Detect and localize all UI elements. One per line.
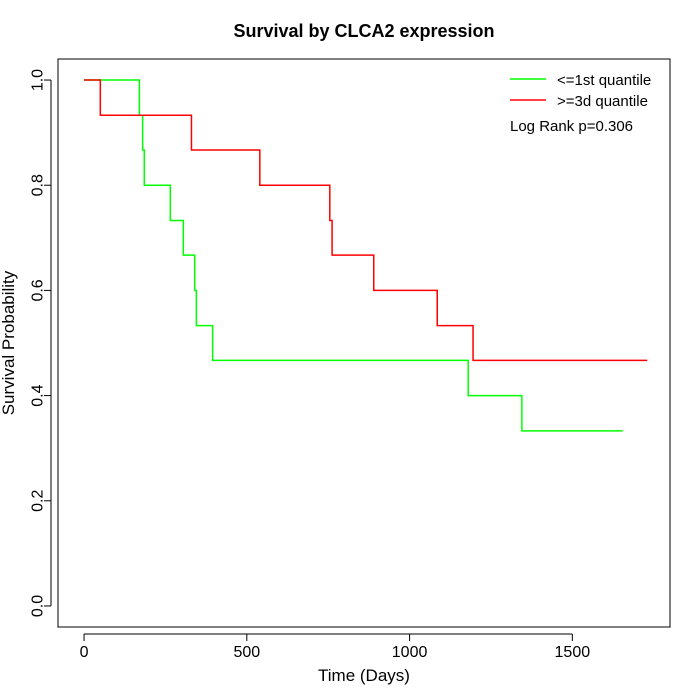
x-axis: 0 500 1000 1500 [80,633,591,661]
legend-label-low: <=1st quantile [557,72,651,89]
x-tick-label: 1000 [392,644,428,661]
y-tick-label: 0.6 [30,279,47,301]
survival-curve-1 [84,79,648,362]
y-tick-label: 1.0 [30,69,47,91]
x-tick-label: 500 [233,644,260,661]
series-layer [84,79,648,432]
survival-curve-0 [84,79,623,432]
x-tick-label: 1500 [555,644,591,661]
legend: <=1st quantile >=3d quantile [510,72,651,110]
chart-title: Survival by CLCA2 expression [233,21,494,41]
x-axis-label: Time (Days) [318,666,410,685]
plot-frame [57,58,671,628]
y-axis-label: Survival Probability [0,270,18,415]
y-tick-label: 0.8 [30,174,47,196]
x-tick-label: 0 [80,644,89,661]
y-axis: 0.0 0.2 0.4 0.6 0.8 1.0 [30,69,52,617]
legend-label-high: >=3d quantile [557,93,648,110]
log-rank-annotation: Log Rank p=0.306 [510,118,633,135]
y-tick-label: 0.2 [30,490,47,512]
y-tick-label: 0.0 [30,595,47,617]
y-tick-label: 0.4 [30,384,47,406]
